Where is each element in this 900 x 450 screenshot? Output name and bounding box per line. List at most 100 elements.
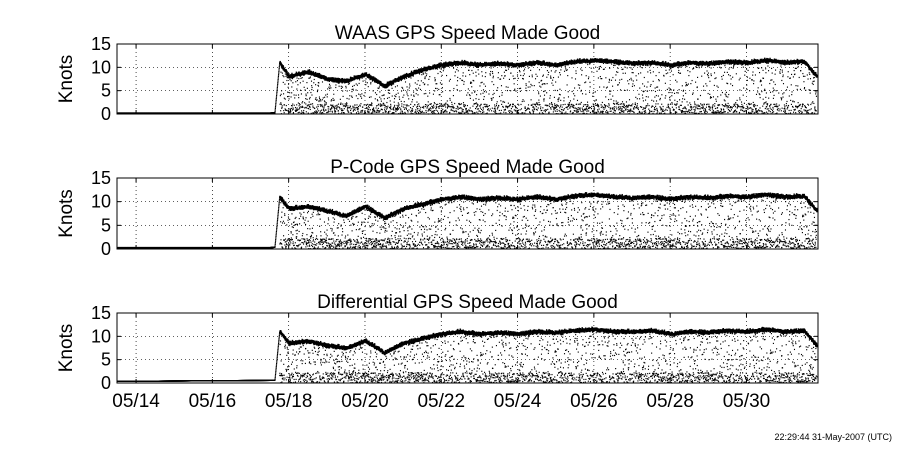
data-point bbox=[580, 89, 582, 92]
data-point bbox=[478, 110, 480, 112]
data-point bbox=[563, 97, 565, 99]
data-point bbox=[370, 103, 372, 106]
data-point bbox=[465, 107, 467, 110]
data-point bbox=[487, 108, 489, 110]
data-point bbox=[605, 87, 608, 89]
data-point bbox=[443, 68, 445, 70]
data-point bbox=[600, 78, 602, 80]
data-point bbox=[550, 75, 552, 77]
data-point bbox=[419, 110, 421, 113]
data-point bbox=[337, 106, 339, 108]
data-point bbox=[459, 90, 461, 92]
data-point bbox=[419, 108, 421, 110]
data-point bbox=[608, 104, 610, 106]
data-point bbox=[558, 93, 561, 96]
data-point bbox=[566, 106, 568, 108]
data-point bbox=[606, 86, 608, 88]
data-point bbox=[340, 85, 342, 87]
data-point bbox=[520, 87, 522, 89]
data-point bbox=[308, 77, 310, 79]
data-point bbox=[423, 66, 425, 69]
data-point bbox=[597, 77, 599, 79]
data-point bbox=[494, 108, 496, 110]
data-point bbox=[408, 76, 410, 78]
data-point bbox=[309, 106, 311, 108]
data-point bbox=[366, 107, 368, 109]
data-point bbox=[486, 106, 488, 108]
data-point bbox=[601, 105, 603, 107]
data-point bbox=[454, 110, 456, 112]
data-point bbox=[345, 103, 347, 105]
data-point bbox=[289, 112, 291, 114]
data-point bbox=[473, 80, 475, 82]
data-point bbox=[432, 106, 434, 109]
data-point bbox=[495, 105, 498, 107]
data-point bbox=[386, 85, 388, 88]
data-point bbox=[509, 111, 511, 114]
data-point bbox=[341, 109, 343, 111]
data-point bbox=[356, 106, 358, 109]
data-point bbox=[476, 103, 478, 105]
data-point bbox=[452, 106, 454, 108]
data-point bbox=[346, 103, 348, 105]
data-point bbox=[492, 93, 494, 96]
data-point bbox=[495, 111, 497, 113]
data-point bbox=[442, 70, 444, 72]
data-point bbox=[402, 106, 404, 108]
data-point bbox=[505, 69, 508, 72]
data-point bbox=[525, 109, 527, 112]
data-point bbox=[371, 104, 373, 107]
data-point bbox=[321, 99, 323, 101]
data-point bbox=[343, 112, 345, 114]
data-point bbox=[527, 65, 529, 67]
data-point bbox=[573, 104, 575, 107]
data-point bbox=[382, 111, 384, 114]
data-point bbox=[467, 110, 469, 112]
data-point bbox=[458, 111, 460, 114]
data-point bbox=[381, 103, 383, 106]
data-point bbox=[451, 101, 453, 103]
data-point bbox=[579, 58, 581, 61]
data-point bbox=[585, 107, 587, 110]
data-point bbox=[578, 108, 580, 111]
data-point bbox=[369, 109, 371, 111]
data-point bbox=[422, 72, 424, 74]
data-point bbox=[432, 112, 434, 115]
data-point bbox=[440, 112, 442, 114]
data-point bbox=[323, 100, 326, 102]
data-point bbox=[541, 79, 543, 82]
data-point bbox=[503, 111, 505, 113]
data-point bbox=[541, 63, 544, 66]
data-point bbox=[342, 103, 344, 105]
data-point bbox=[351, 96, 353, 98]
data-point bbox=[573, 109, 575, 112]
data-point bbox=[350, 112, 352, 114]
data-point bbox=[503, 77, 505, 79]
data-point bbox=[360, 109, 362, 112]
data-point bbox=[529, 86, 531, 88]
data-point bbox=[464, 106, 466, 108]
data-point bbox=[350, 108, 352, 110]
data-point bbox=[310, 112, 312, 114]
data-point bbox=[482, 92, 484, 94]
data-point bbox=[562, 109, 564, 111]
data-point bbox=[397, 102, 399, 104]
data-point bbox=[427, 106, 429, 108]
data-point bbox=[472, 105, 474, 107]
data-point bbox=[327, 108, 329, 110]
data-point bbox=[510, 90, 512, 92]
data-point bbox=[489, 73, 491, 75]
data-point bbox=[391, 87, 393, 89]
data-point bbox=[311, 86, 313, 89]
data-point bbox=[305, 93, 307, 95]
data-point bbox=[530, 83, 532, 86]
data-point bbox=[584, 108, 586, 110]
data-point bbox=[310, 91, 312, 94]
data-point bbox=[584, 104, 586, 106]
data-point bbox=[284, 98, 286, 100]
data-point bbox=[280, 102, 282, 104]
data-point bbox=[373, 77, 376, 80]
data-point bbox=[378, 110, 380, 112]
data-point bbox=[349, 106, 351, 108]
data-point bbox=[483, 111, 485, 113]
